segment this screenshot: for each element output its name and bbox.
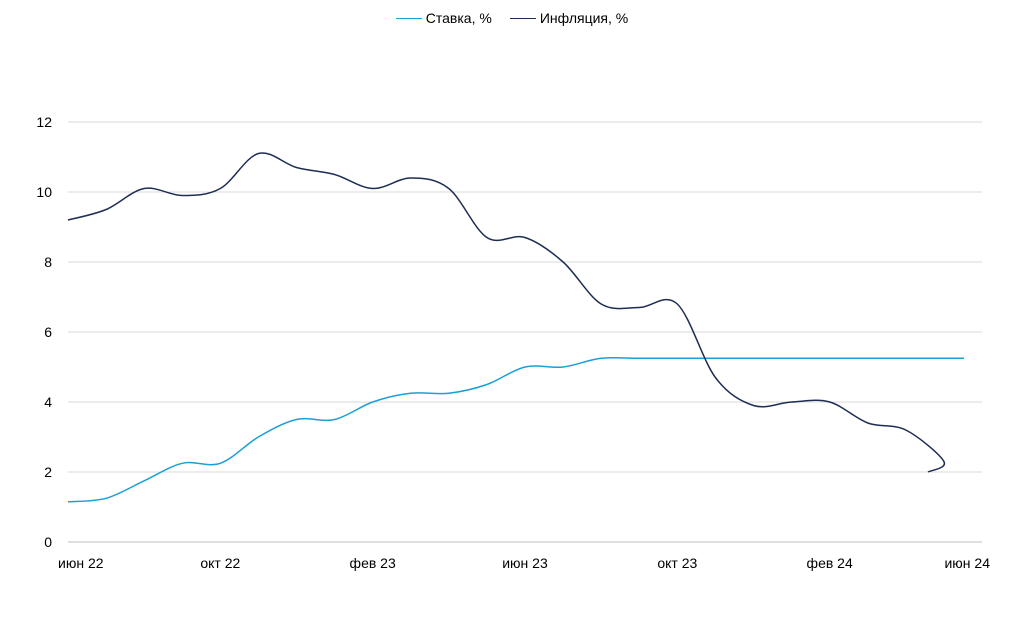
legend: Ставка, % Инфляция, % [0,10,1024,26]
y-tick-label: 12 [36,114,52,130]
series-line-inflation [67,152,946,473]
x-tick-label: окт 22 [200,555,240,571]
legend-swatch-rate [395,17,422,19]
y-tick-label: 10 [36,184,52,200]
x-tick-label: июн 23 [502,555,548,571]
gridlines [68,121,982,543]
y-tick-label: 0 [44,534,52,550]
legend-swatch-inflation [509,17,536,19]
series-line-rate [67,356,964,503]
legend-item-rate[interactable]: Ставка, % [395,10,492,26]
legend-item-inflation[interactable]: Инфляция, % [509,10,629,26]
y-tick-label: 8 [44,254,52,270]
x-axis: июн 22 окт 22 фев 23 июн 23 окт 23 фев 24 июн … [58,555,990,571]
legend-label-inflation: Инфляция, % [539,10,629,26]
y-tick-label: 4 [44,394,52,410]
legend-label-rate: Ставка, % [425,10,492,26]
series-lines [67,152,964,503]
x-tick-label: июн 24 [944,555,990,571]
y-axis: 0 2 4 6 8 10 12 [36,114,52,550]
y-tick-label: 2 [44,464,52,480]
x-tick-label: фев 24 [807,555,853,571]
x-tick-label: июн 22 [58,555,104,571]
y-tick-label: 6 [44,324,52,340]
x-tick-label: фев 23 [350,555,396,571]
x-tick-label: окт 23 [657,555,697,571]
